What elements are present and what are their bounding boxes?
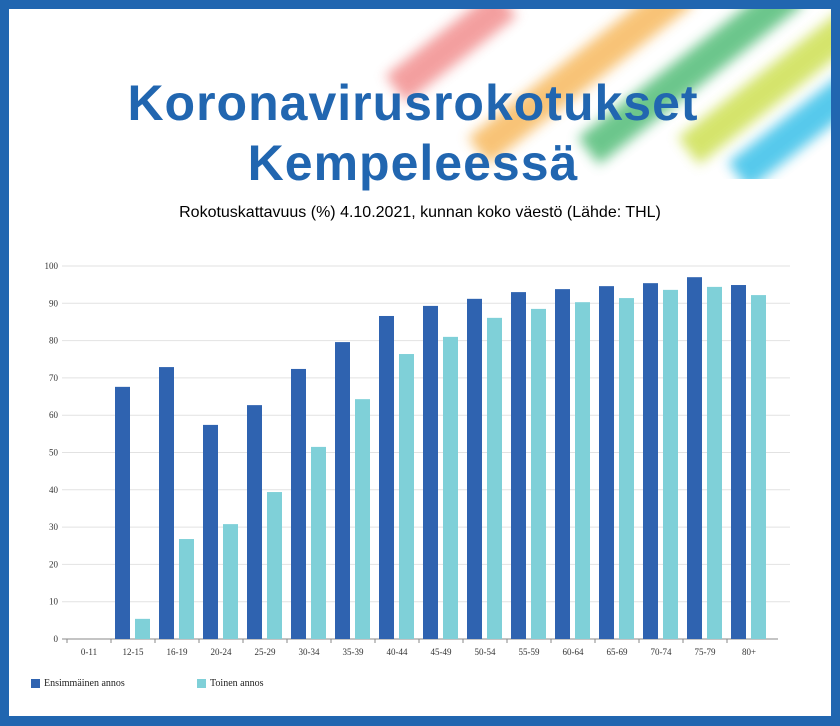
y-tick-label: 60 (49, 410, 59, 420)
x-tick-label: 16-19 (167, 647, 188, 657)
x-tick-label: 70-74 (651, 647, 672, 657)
bar-first-dose-16-19 (159, 367, 174, 639)
bar-second-dose-45-49 (443, 336, 458, 639)
bar-second-dose-65-69 (619, 298, 634, 639)
bar-first-dose-40-44 (379, 315, 394, 639)
bar-second-dose-25-29 (267, 492, 282, 639)
y-tick-label: 70 (49, 373, 59, 383)
bar-second-dose-30-34 (311, 446, 326, 639)
bar-first-dose-25-29 (247, 405, 262, 639)
x-tick-label: 0-11 (81, 647, 97, 657)
x-tick-label: 60-64 (563, 647, 584, 657)
y-tick-label: 30 (49, 522, 59, 532)
y-tick-label: 10 (49, 597, 59, 607)
y-tick-label: 90 (49, 298, 59, 308)
x-tick-label: 40-44 (387, 647, 408, 657)
x-tick-label: 30-34 (299, 647, 320, 657)
y-tick-label: 0 (54, 634, 59, 644)
bar-first-dose-20-24 (203, 424, 218, 639)
x-tick-label: 50-54 (475, 647, 496, 657)
legend-label-second: Toinen annos (210, 678, 264, 689)
bar-second-dose-75-79 (707, 286, 722, 639)
bar-second-dose-12-15 (135, 618, 150, 639)
bar-first-dose-65-69 (599, 286, 614, 639)
bar-first-dose-80+ (731, 285, 746, 639)
x-tick-label: 25-29 (255, 647, 276, 657)
bar-second-dose-50-54 (487, 317, 502, 639)
bar-first-dose-60-64 (555, 289, 570, 639)
x-tick-label: 45-49 (431, 647, 452, 657)
bar-first-dose-50-54 (467, 298, 482, 639)
bar-first-dose-30-34 (291, 368, 306, 639)
legend-first-dose: Ensimmäinen annos (31, 678, 125, 689)
y-tick-label: 50 (49, 448, 59, 458)
x-tick-label: 65-69 (607, 647, 628, 657)
legend-swatch-second (197, 679, 206, 688)
bar-first-dose-12-15 (115, 386, 130, 639)
bar-second-dose-20-24 (223, 524, 238, 639)
x-tick-label: 12-15 (123, 647, 144, 657)
bar-second-dose-80+ (751, 295, 766, 639)
bar-second-dose-16-19 (179, 539, 194, 639)
x-tick-label: 80+ (742, 647, 756, 657)
bar-first-dose-55-59 (511, 292, 526, 639)
legend-swatch-first (31, 679, 40, 688)
bar-second-dose-40-44 (399, 354, 414, 639)
bar-first-dose-35-39 (335, 342, 350, 639)
chart-subtitle: Rokotuskattavuus (%) 4.10.2021, kunnan k… (179, 204, 661, 221)
legend-label-first: Ensimmäinen annos (44, 678, 125, 689)
y-tick-label: 100 (45, 261, 59, 271)
page-title-line1: Koronavirusrokotukset (127, 75, 699, 131)
legend-second-dose: Toinen annos (197, 678, 263, 689)
bar-second-dose-70-74 (663, 289, 678, 639)
bar-first-dose-70-74 (643, 283, 658, 639)
bar-second-dose-55-59 (531, 308, 546, 639)
bar-second-dose-35-39 (355, 399, 370, 639)
y-tick-label: 20 (49, 559, 59, 569)
page-title-line2: Kempeleessä (247, 135, 579, 191)
y-tick-label: 80 (49, 336, 59, 346)
x-tick-label: 20-24 (211, 647, 232, 657)
bar-second-dose-60-64 (575, 302, 590, 639)
x-tick-label: 75-79 (695, 647, 716, 657)
bar-first-dose-45-49 (423, 305, 438, 639)
y-tick-label: 40 (49, 485, 59, 495)
x-tick-label: 55-59 (519, 647, 540, 657)
x-tick-label: 35-39 (343, 647, 364, 657)
bar-first-dose-75-79 (687, 277, 702, 639)
